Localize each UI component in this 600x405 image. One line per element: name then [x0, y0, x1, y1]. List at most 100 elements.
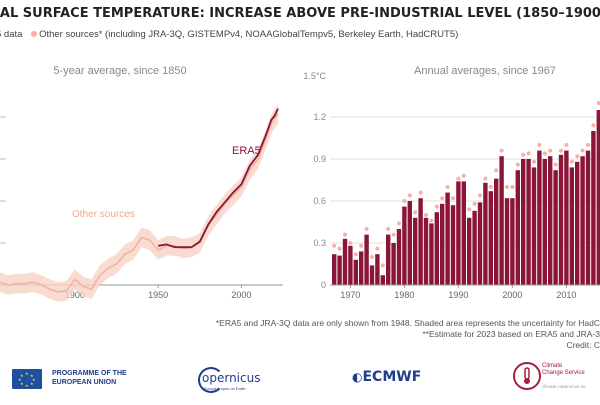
era5-bar	[575, 161, 580, 285]
other-sources-point	[407, 193, 412, 198]
ccs-name: Climate Change Service	[542, 363, 585, 377]
era5-bar	[558, 154, 564, 285]
era5-bar	[332, 254, 337, 285]
era5-bar	[591, 131, 596, 285]
era5-bar	[407, 201, 412, 285]
era5-bar	[450, 205, 456, 285]
other-sources-point	[364, 227, 369, 231]
era5-bar	[494, 178, 499, 285]
era5-bar	[434, 212, 439, 285]
legend-other-label: Other sources* (including JRA-3Q, GISTEM…	[39, 29, 459, 40]
other-sources-point	[353, 252, 358, 257]
other-sources-point	[553, 162, 558, 167]
era5-bar	[488, 191, 493, 285]
other-sources-point	[386, 227, 391, 231]
ccs-line-1: Climate	[542, 363, 563, 369]
other-sources-annotation: Other sources	[72, 209, 135, 220]
era5-bar	[477, 202, 483, 285]
era5-annotation: ERA5	[232, 145, 261, 157]
other-sources-point	[586, 143, 590, 147]
right-y-tick-label-0: 0	[321, 280, 326, 290]
left-panel-title: 5-year average, since 1850	[53, 65, 186, 77]
other-sources-point	[348, 241, 353, 245]
era5-bar	[596, 110, 600, 285]
right-x-tick-label-4: 2010	[556, 290, 576, 300]
other-sources-point	[391, 232, 396, 237]
right-y-tick-label-1: 0.3	[313, 238, 326, 248]
era5-line	[157, 108, 279, 249]
other-sources-point	[343, 232, 347, 237]
eu-programme-text: PROGRAMME OF THE EUROPEAN UNION	[52, 369, 127, 387]
era5-bar	[521, 159, 526, 285]
legend-other-marker-icon	[31, 31, 38, 37]
era5-bar	[472, 210, 477, 285]
right-y-tick-label-3: 0.9	[313, 154, 326, 164]
era5-bar	[467, 217, 472, 285]
other-sources-point	[429, 218, 434, 223]
era5-bar	[537, 150, 542, 285]
other-sources-point	[370, 255, 374, 259]
other-sources-point	[483, 176, 488, 181]
other-sources-point	[537, 143, 542, 147]
other-sources-point	[434, 204, 439, 209]
other-sources-point	[510, 185, 515, 189]
right-x-tick-label-3: 2000	[502, 290, 522, 300]
era5-bar	[429, 223, 434, 285]
era5-bar	[569, 167, 574, 285]
copernicus-logo: opernicus Europe's eyes on Earth	[198, 364, 268, 394]
era5-bar	[386, 234, 391, 285]
era5-bar	[526, 159, 531, 285]
other-sources-point	[521, 152, 526, 157]
right-y-unit-label: 1.5°C	[303, 71, 326, 81]
other-sources-point	[559, 148, 563, 153]
era5-bar	[542, 159, 547, 285]
temperature-charts: 5-year average, since 1850 1900 1950 2000 ER…	[0, 65, 600, 302]
other-sources-point	[488, 185, 493, 189]
other-sources-point	[548, 148, 553, 153]
other-sources-point	[359, 243, 364, 248]
other-sources-point	[580, 148, 585, 153]
left-x-tick-label-0: 1900	[65, 290, 85, 300]
era5-bar	[364, 234, 369, 285]
legend-era5-label: 5 data	[0, 29, 23, 40]
era5-bar	[456, 181, 461, 285]
logo-bar: ★ ★ ★ ★ ★ ★ ★ ★ PROGRAMME OF THE EUROPEAN UNI…	[0, 352, 600, 405]
era5-bar	[402, 206, 407, 285]
era5-bar	[342, 238, 348, 285]
other-sources-point	[380, 263, 385, 268]
era5-bar	[499, 156, 504, 285]
era5-bar	[369, 265, 375, 285]
era5-bar	[413, 217, 418, 285]
other-sources-point	[532, 159, 536, 164]
right-x-tick-label-2: 1990	[448, 290, 468, 300]
era5-bar	[515, 170, 520, 285]
era5-bar	[375, 254, 380, 285]
footnote-2: **Estimate for 2023 based on ERA5 and JR…	[422, 329, 600, 339]
other-sources-point	[542, 151, 547, 156]
other-sources-point	[445, 185, 450, 189]
other-sources-point	[375, 246, 380, 251]
era5-bar	[348, 245, 353, 285]
other-sources-point	[397, 221, 401, 226]
era5-bar	[396, 229, 402, 285]
other-sources-line	[0, 113, 279, 293]
ecmwf-logo: ◐ECMWF	[352, 369, 422, 385]
other-sources-point	[418, 190, 423, 195]
eu-flag-icon: ★ ★ ★ ★ ★ ★ ★ ★	[12, 369, 42, 389]
eu-line-1: PROGRAMME OF THE	[52, 370, 127, 377]
right-y-tick-label-2: 0.6	[313, 196, 326, 206]
right-x-tick-label-0: 1970	[340, 290, 360, 300]
other-sources-point	[337, 246, 342, 251]
era5-bar	[553, 170, 558, 285]
other-sources-point	[451, 196, 455, 201]
ecmwf-name: ECMWF	[362, 369, 422, 385]
other-sources-point	[402, 199, 407, 203]
thermometer-icon	[513, 362, 541, 390]
era5-bar	[483, 182, 488, 285]
right-y-tick-label-4: 1.2	[313, 112, 326, 122]
era5-bar	[585, 150, 591, 285]
other-sources-point	[499, 148, 504, 153]
era5-bar	[423, 217, 429, 285]
copernicus-ring-icon	[198, 367, 224, 393]
other-sources-point	[591, 123, 596, 128]
